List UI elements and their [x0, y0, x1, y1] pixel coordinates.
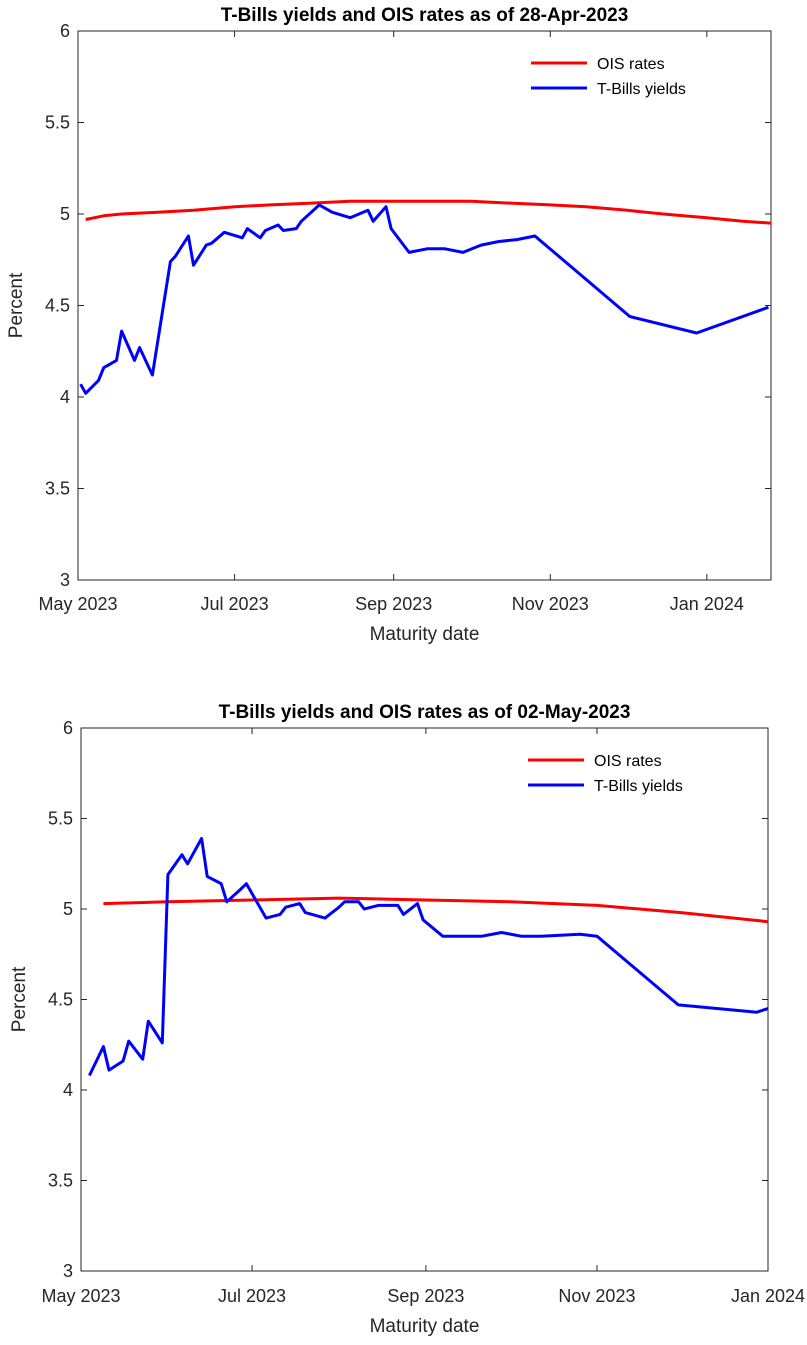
x-tick-label: Nov 2023 [558, 1286, 635, 1306]
series-line-t-bills-yields [88, 836, 768, 1077]
legend-entry: OIS rates [594, 753, 662, 770]
series-line-ois-rates [103, 896, 768, 924]
legend-entry: T-Bills yields [597, 81, 686, 98]
x-axis-label: Maturity date [370, 1316, 480, 1337]
y-axis-label: Percent [9, 966, 30, 1032]
x-tick-label: May 2023 [41, 1286, 120, 1306]
chart-svg: T-Bills yields and OIS rates as of 28-Ap… [6, 5, 772, 645]
y-tick-label: 5 [60, 204, 70, 224]
y-tick-label: 3 [63, 1261, 73, 1281]
chart-may-02: T-Bills yields and OIS rates as of 02-Ma… [0, 670, 807, 1340]
legend-entry: T-Bills yields [594, 778, 683, 795]
y-tick-label: 4 [63, 1080, 73, 1100]
x-tick-label: Sep 2023 [355, 594, 432, 614]
plot-area [80, 727, 769, 1272]
x-tick-label: Sep 2023 [387, 1286, 464, 1306]
chart-apr-28: T-Bills yields and OIS rates as of 28-Ap… [0, 0, 807, 670]
x-tick-label: Jan 2024 [731, 1286, 805, 1306]
chart-svg: T-Bills yields and OIS rates as of 02-Ma… [9, 702, 805, 1337]
y-tick-label: 4 [60, 387, 70, 407]
legend-entry: OIS rates [597, 56, 665, 73]
y-tick-label: 5 [63, 899, 73, 919]
x-axis-label: Maturity date [370, 624, 480, 645]
y-axis-label: Percent [6, 272, 27, 338]
y-tick-label: 3.5 [45, 479, 70, 499]
y-tick-label: 3 [60, 570, 70, 590]
chart-title: T-Bills yields and OIS rates as of 02-Ma… [219, 702, 631, 723]
y-tick-label: 6 [63, 718, 73, 738]
y-tick-label: 5.5 [45, 113, 70, 133]
y-tick-label: 6 [60, 21, 70, 41]
x-tick-label: May 2023 [38, 594, 117, 614]
chart-title: T-Bills yields and OIS rates as of 28-Ap… [221, 5, 629, 26]
y-tick-label: 4.5 [48, 990, 73, 1010]
y-tick-label: 4.5 [45, 296, 70, 316]
y-tick-label: 5.5 [48, 809, 73, 829]
x-tick-label: Jul 2023 [201, 594, 269, 614]
x-tick-label: Jul 2023 [218, 1286, 286, 1306]
x-tick-label: Jan 2024 [670, 594, 744, 614]
x-tick-label: Nov 2023 [512, 594, 589, 614]
series-line-t-bills-yields [79, 203, 769, 395]
series-line-ois-rates [85, 199, 771, 225]
y-tick-label: 3.5 [48, 1171, 73, 1191]
plot-area [77, 30, 772, 581]
